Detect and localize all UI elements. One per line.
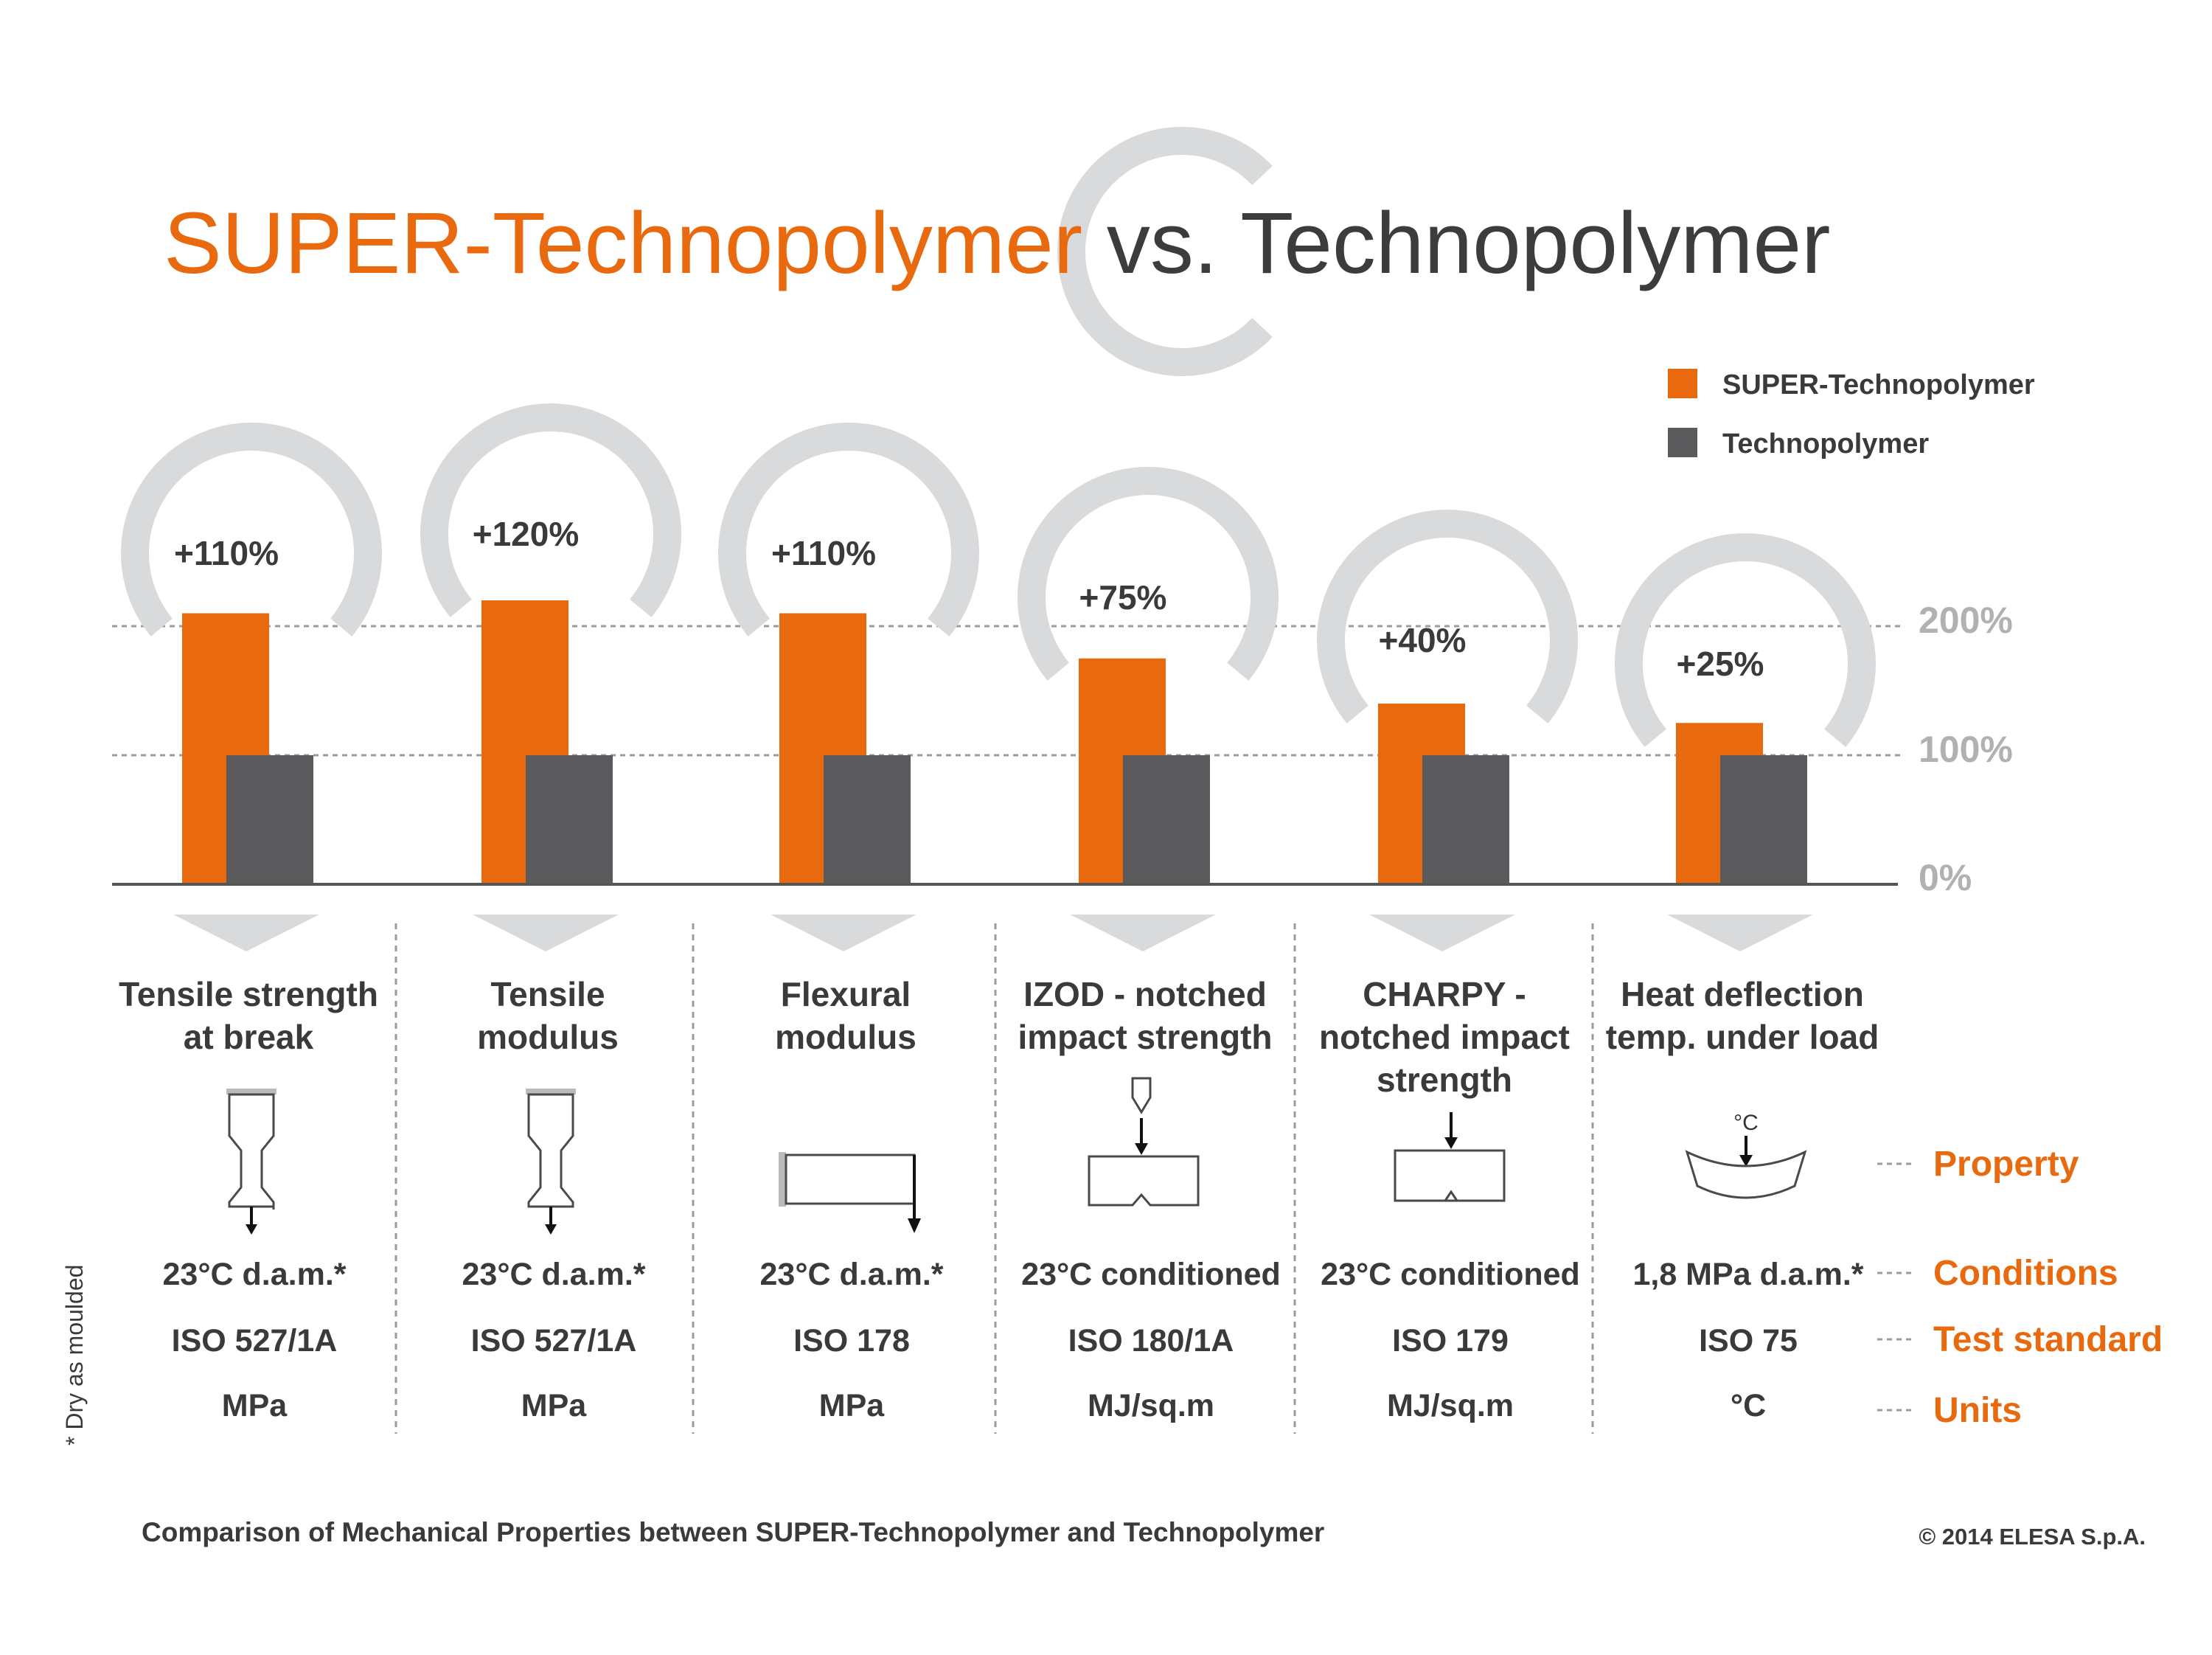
percent-ring <box>420 403 681 617</box>
bar-technopolymer <box>1123 755 1210 884</box>
property-key: Property <box>1933 1145 2079 1184</box>
column-dividers <box>394 923 1594 1434</box>
copyright: © 2014 ELESA S.p.A. <box>1919 1524 2146 1550</box>
percent-ring <box>718 423 979 636</box>
test-standard-key: Test standard <box>1933 1320 2163 1359</box>
units-value: MJ/sq.m <box>1387 1388 1514 1423</box>
legend: SUPER-Technopolymer Technopolymer <box>1668 369 2035 459</box>
caption: Comparison of Mechanical Properties betw… <box>142 1517 1324 1547</box>
title-highlight: SUPER-Technopolymer <box>164 195 1082 292</box>
footnote: * Dry as moulded <box>61 1265 88 1446</box>
conditions-value: 1,8 MPa d.a.m.* <box>1632 1257 1863 1292</box>
gridlines <box>112 625 1904 757</box>
percent-annotation: +110% <box>174 534 279 572</box>
standards-value: ISO 178 <box>793 1323 910 1359</box>
y-tick-100: 100% <box>1919 729 2013 770</box>
percent-ring <box>1317 510 1578 724</box>
units-value: MPa <box>521 1388 588 1423</box>
percent-ring <box>121 423 382 636</box>
percent-annotations: +110% +120% +110% +75% +40% +25% <box>174 515 1764 683</box>
category-pointer <box>771 915 917 951</box>
y-tick-200: 200% <box>1919 600 2013 641</box>
bars <box>182 600 1807 884</box>
units-key: Units <box>1933 1391 2022 1430</box>
category-pointer <box>1369 915 1515 951</box>
conditions-value: 23°C d.a.m.* <box>462 1257 645 1292</box>
bar-technopolymer <box>226 755 313 884</box>
category-label: Tensile modulus <box>477 975 619 1056</box>
conditions-value: 23°C conditioned <box>1021 1257 1281 1292</box>
spec-rows: 23°C d.a.m.* ISO 527/1A MPa 23°C d.a.m.* ISO… <box>162 1257 1863 1423</box>
standards-value: ISO 179 <box>1392 1323 1509 1359</box>
legend-swatch-techno <box>1668 428 1697 457</box>
y-tick-0: 0% <box>1919 857 1972 898</box>
percent-annotation: +110% <box>771 534 876 572</box>
bar-technopolymer <box>824 755 911 884</box>
tensile-specimen-icon <box>526 1089 576 1235</box>
izod-impact-icon <box>1088 1077 1200 1207</box>
row-keys: Property Conditions Test standard Units <box>1877 1145 2163 1430</box>
standards-value: ISO 180/1A <box>1068 1323 1234 1359</box>
legend-label-super: SUPER-Technopolymer <box>1722 369 2035 400</box>
units-value: MPa <box>222 1388 288 1423</box>
category-pointer <box>473 915 619 951</box>
percent-rings <box>121 403 1876 747</box>
flexural-beam-icon <box>779 1152 921 1233</box>
category-label: Flexural modulus <box>775 975 917 1056</box>
conditions-value: 23°C conditioned <box>1321 1257 1580 1292</box>
category-label: IZOD - notched impact strength <box>1018 975 1272 1056</box>
percent-annotation: +25% <box>1677 645 1764 683</box>
units-value: °C <box>1731 1388 1766 1423</box>
title-rest: vs. Technopolymer <box>1082 195 1830 292</box>
tensile-specimen-icon <box>226 1089 276 1235</box>
conditions-value: 23°C d.a.m.* <box>759 1257 943 1292</box>
category-label: CHARPY -notched impact strength <box>1319 975 1570 1099</box>
category-pointers <box>173 915 1813 951</box>
title-ring-decoration <box>1057 127 1273 376</box>
standards-value: ISO 527/1A <box>172 1323 338 1359</box>
bar-technopolymer <box>1720 755 1807 884</box>
units-value: MJ/sq.m <box>1088 1388 1214 1423</box>
percent-annotation: +75% <box>1079 578 1167 617</box>
category-label: Tensile strength at break <box>119 975 378 1056</box>
legend-swatch-super <box>1668 369 1697 398</box>
standards-value: ISO 75 <box>1699 1323 1798 1359</box>
page-title: SUPER-Technopolymer vs. Technopolymer <box>164 195 1830 292</box>
bar-technopolymer <box>526 755 613 884</box>
heat-icon-label: °C <box>1733 1111 1759 1135</box>
category-label: Heat deflection temp. under load <box>1606 975 1879 1056</box>
conditions-key: Conditions <box>1933 1254 2118 1293</box>
percent-ring <box>1018 467 1279 681</box>
category-pointer <box>173 915 319 951</box>
bar-technopolymer <box>1422 755 1509 884</box>
heat-deflection-icon: °C <box>1685 1111 1807 1199</box>
charpy-impact-icon <box>1394 1112 1506 1202</box>
units-value: MPa <box>819 1388 886 1423</box>
conditions-value: 23°C d.a.m.* <box>162 1257 346 1292</box>
percent-annotation: +40% <box>1379 621 1467 659</box>
category-pointer <box>1667 915 1813 951</box>
category-pointer <box>1070 915 1216 951</box>
percent-ring <box>1615 533 1876 747</box>
standards-value: ISO 527/1A <box>471 1323 637 1359</box>
legend-label-techno: Technopolymer <box>1722 429 1929 459</box>
category-labels: Tensile strength at break Tensile modulus Fl… <box>119 975 1879 1099</box>
percent-annotation: +120% <box>473 515 580 553</box>
